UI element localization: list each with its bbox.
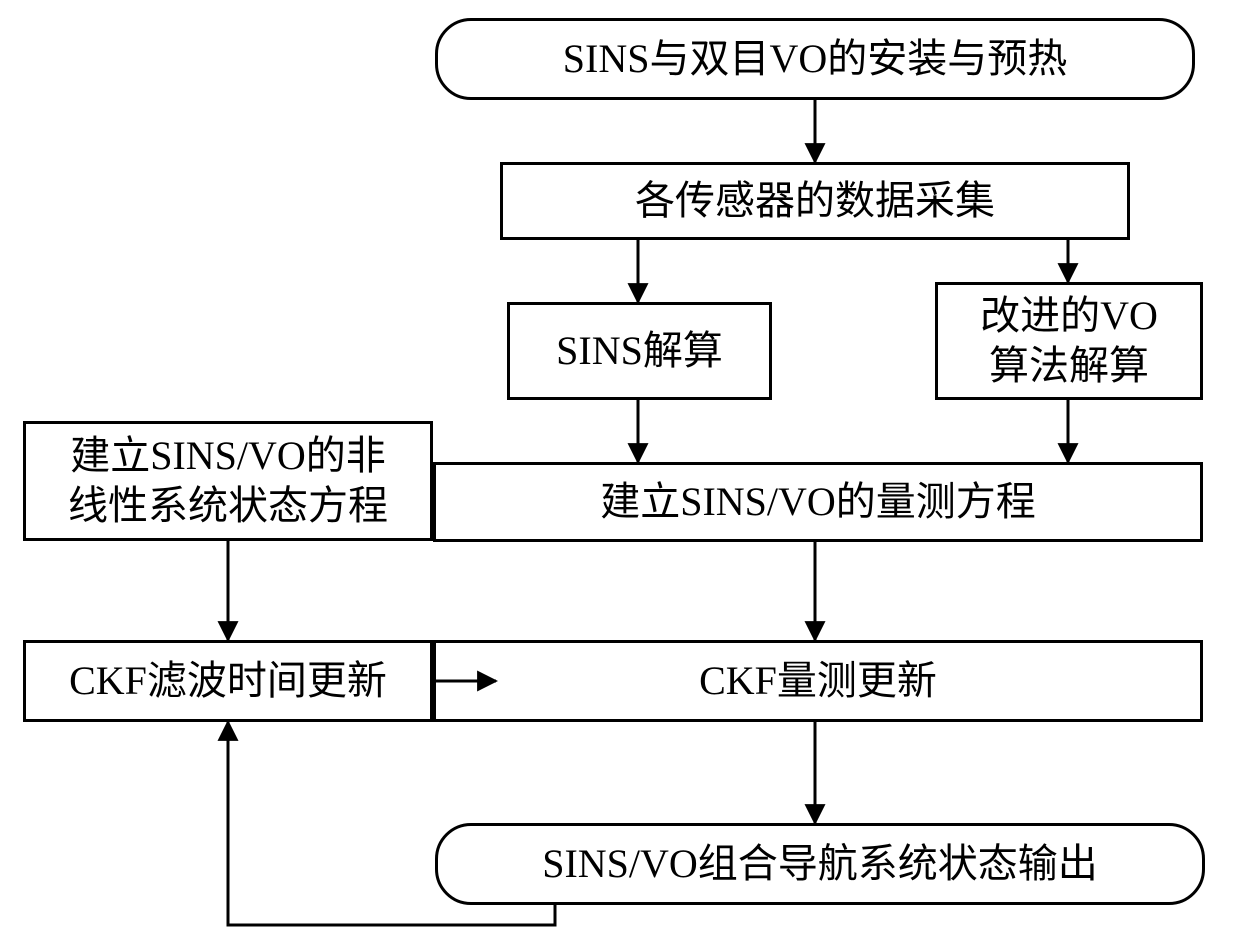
node-vo-solve-label: 改进的VO算法解算 bbox=[980, 291, 1158, 391]
node-output: SINS/VO组合导航系统状态输出 bbox=[435, 823, 1205, 905]
node-sensor-collect: 各传感器的数据采集 bbox=[500, 162, 1130, 240]
node-vo-solve: 改进的VO算法解算 bbox=[935, 282, 1203, 400]
node-sins-solve: SINS解算 bbox=[507, 302, 772, 400]
node-ckf-meas-label: CKF量测更新 bbox=[699, 656, 937, 706]
node-sensor-collect-label: 各传感器的数据采集 bbox=[635, 176, 995, 226]
node-ckf-meas: CKF量测更新 bbox=[433, 640, 1203, 722]
node-start: SINS与双目VO的安装与预热 bbox=[435, 18, 1195, 100]
node-ckf-time-label: CKF滤波时间更新 bbox=[69, 656, 387, 706]
node-state-eq-label: 建立SINS/VO的非线性系统状态方程 bbox=[68, 431, 388, 531]
node-sins-solve-label: SINS解算 bbox=[556, 326, 723, 376]
node-output-label: SINS/VO组合导航系统状态输出 bbox=[542, 839, 1098, 889]
node-ckf-time: CKF滤波时间更新 bbox=[23, 640, 433, 722]
node-meas-eq: 建立SINS/VO的量测方程 bbox=[433, 462, 1203, 542]
node-state-eq: 建立SINS/VO的非线性系统状态方程 bbox=[23, 421, 433, 541]
node-start-label: SINS与双目VO的安装与预热 bbox=[563, 34, 1067, 84]
node-meas-eq-label: 建立SINS/VO的量测方程 bbox=[600, 477, 1036, 527]
